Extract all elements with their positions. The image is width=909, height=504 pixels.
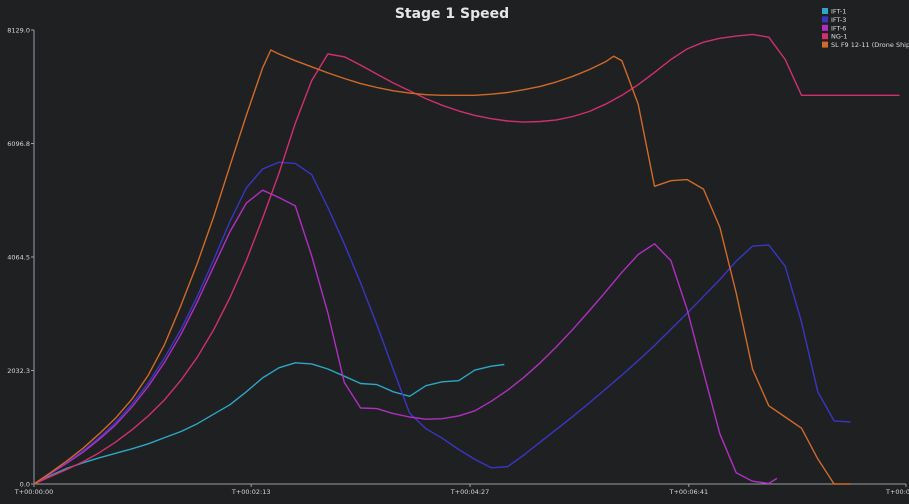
x-tick-label: T+00:02:13 (231, 488, 271, 496)
y-tick-label: 8129.0 (7, 27, 30, 35)
axes (33, 30, 906, 485)
legend-label: NG-1 (831, 33, 847, 41)
x-tick-label: T+00:08:5 (885, 488, 909, 496)
series-lines (33, 33, 900, 485)
legend-item-ift-3[interactable]: IFT-3 (822, 16, 846, 24)
x-tick-label: T+00:06:41 (669, 488, 709, 496)
series-line-sl-f9-12-11-drone-ship (33, 49, 851, 485)
series-line-ift-6 (33, 189, 778, 485)
tick-labels: 0.0 2032.3 4064.5 6096.8 8129.0 T+00:00:00 T+0… (7, 27, 909, 497)
y-tick-label: 4064.5 (7, 254, 30, 262)
legend-item-ng-1[interactable]: NG-1 (822, 33, 847, 41)
legend-swatch (822, 33, 828, 40)
y-tick-label: 2032.3 (7, 367, 30, 375)
legend-swatch (822, 16, 828, 23)
legend-item-ift-1[interactable]: IFT-1 (822, 8, 846, 16)
legend-label: IFT-1 (831, 8, 846, 16)
y-tick-label: 6096.8 (7, 140, 30, 148)
y-tick-label: 0.0 (20, 481, 30, 489)
legend-swatch (822, 8, 828, 14)
legend-label: IFT-6 (831, 24, 846, 32)
legend-label: IFT-3 (831, 16, 846, 24)
series-line-ift-1 (33, 362, 505, 485)
legend-item-ift-6[interactable]: IFT-6 (822, 24, 846, 32)
series-line-ift-3 (33, 161, 851, 485)
chart-title: Stage 1 Speed (395, 6, 509, 22)
legend-label: SL F9 12-11 (Drone Ship) (831, 41, 909, 49)
legend-swatch (822, 24, 828, 31)
x-tick-label: T+00:04:27 (450, 488, 490, 496)
series-line-ng-1 (33, 33, 900, 485)
legend-swatch (822, 41, 828, 48)
x-tick-label: T+00:00:00 (14, 488, 54, 496)
legend-item-sl-f9-12-11-drone-ship[interactable]: SL F9 12-11 (Drone Ship) (822, 41, 909, 49)
